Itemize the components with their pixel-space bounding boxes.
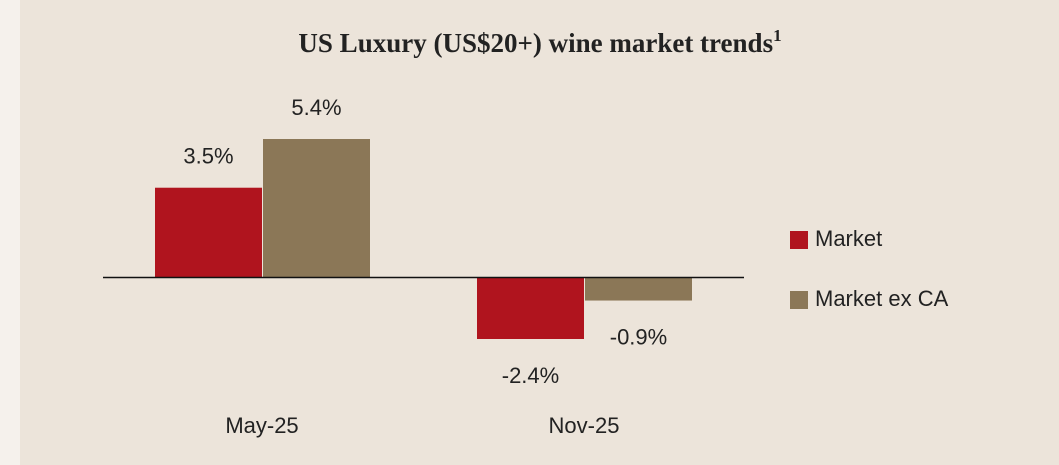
title-text: US Luxury (US$20+) wine market trends [298,28,773,58]
bar [585,277,692,301]
bar [477,277,584,339]
x-tick-label: Nov-25 [549,413,620,438]
legend-swatch [790,291,808,309]
legend-label: Market ex CA [815,286,949,311]
legend-swatch [790,231,808,249]
value-label: -2.4% [502,363,559,388]
value-label: 5.4% [291,95,341,120]
x-tick-label: May-25 [225,413,298,438]
value-label: 3.5% [183,144,233,169]
bar [263,139,370,278]
chart-title: US Luxury (US$20+) wine market trends1 [298,26,781,58]
value-label: -0.9% [610,324,667,349]
title-superscript: 1 [773,26,782,45]
legend-label: Market [815,226,882,251]
bar [155,187,262,278]
